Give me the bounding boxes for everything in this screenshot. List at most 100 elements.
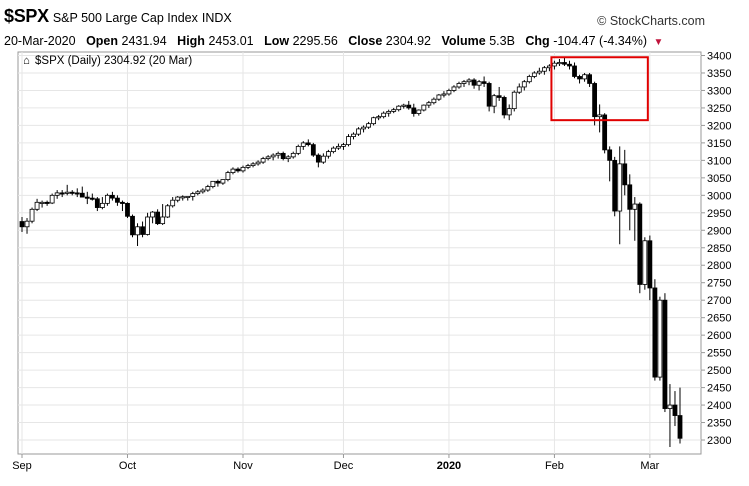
candle-down [110, 194, 115, 199]
open-label: Open [86, 34, 119, 48]
candle-down [79, 192, 85, 198]
brand-logo: © StockCharts.com [597, 14, 705, 28]
candle-down [125, 202, 130, 217]
candle-up [456, 83, 462, 88]
candle-up [195, 191, 201, 194]
candle-up [371, 117, 377, 125]
candle-up [396, 105, 402, 111]
candle-up [461, 81, 467, 84]
candle-down [612, 159, 618, 212]
candle-up [265, 156, 271, 160]
candle-up [667, 404, 673, 409]
candle-down [672, 404, 678, 416]
y-tick-label: 3250 [707, 103, 731, 115]
y-tick-label: 3350 [707, 68, 731, 80]
candle-up [466, 79, 472, 83]
high-label: High [177, 34, 205, 48]
candle-up [29, 208, 35, 222]
candle-up [145, 216, 150, 235]
candle-up [441, 93, 447, 96]
candle-up [511, 91, 517, 110]
quote-date: 20-Mar-2020 [4, 34, 76, 48]
legend: ⌂ $SPX (Daily) 2304.92 (20 Mar) [23, 55, 192, 67]
x-axis: Sep Oct Nov Dec 2020 Feb Mar [12, 454, 660, 472]
candle-up [200, 189, 206, 193]
candle-up [552, 62, 557, 67]
candle-up [170, 199, 176, 207]
plot-frame [17, 51, 702, 455]
open-value: 2431.94 [121, 34, 167, 48]
candle-up [531, 72, 537, 77]
candle-up [381, 112, 387, 118]
y-tick-label: 2400 [707, 400, 731, 412]
x-tick-label: Feb [545, 460, 564, 472]
candle-down [84, 196, 90, 199]
candle-up [526, 76, 532, 83]
candle-down [310, 144, 316, 156]
candle-up [451, 86, 457, 91]
candle-up [240, 166, 246, 172]
y-tick-label: 2800 [707, 260, 731, 272]
candle-down [622, 163, 628, 186]
y-tick-label: 2450 [707, 383, 731, 395]
candle-up [356, 128, 361, 135]
candle-up [632, 203, 638, 210]
highlight-box [550, 56, 649, 122]
y-tick-label: 3000 [707, 190, 731, 202]
candle-up [421, 104, 427, 111]
candle-down [647, 240, 653, 289]
y-tick-label: 2750 [707, 278, 731, 290]
candle-up [582, 74, 587, 80]
candle-up [245, 165, 251, 168]
low-value: 2295.56 [292, 34, 338, 48]
candle-down [572, 65, 577, 77]
candle-up [431, 98, 437, 104]
close-label: Close [348, 34, 383, 48]
chg-label: Chg [525, 34, 550, 48]
candle-up [205, 186, 211, 191]
candle-up [165, 205, 171, 218]
candle-up [361, 126, 366, 130]
candle-up [320, 155, 326, 163]
y-tick-label: 2300 [707, 435, 731, 447]
candle-up [597, 114, 603, 118]
candle-up [325, 151, 331, 157]
x-tick-label: Nov [233, 460, 253, 472]
candle-up [386, 111, 392, 114]
y-tick-label: 2600 [707, 330, 731, 342]
candle-up [331, 147, 336, 153]
y-axis: 2300 2350 2400 2450 2500 2550 2600 2650 2700 2750… [701, 50, 731, 447]
candle-down [140, 226, 145, 235]
candle-up [64, 191, 70, 194]
candle-up [295, 145, 301, 154]
candle-up [642, 240, 648, 285]
candle-down [652, 287, 658, 378]
candles [19, 57, 683, 448]
low-label: Low [264, 34, 290, 48]
candle-up [521, 81, 527, 88]
candle-up [541, 67, 547, 72]
candle-up [536, 70, 542, 74]
candle-up [220, 179, 226, 184]
candle-down [607, 149, 613, 161]
y-tick-label: 2650 [707, 313, 731, 325]
y-tick-label: 3050 [707, 173, 731, 185]
candle-down [662, 299, 668, 409]
candle-up [190, 193, 196, 197]
candle-up [376, 116, 382, 119]
candle-down [19, 221, 25, 228]
candle-up [104, 194, 110, 204]
index-name: S&P 500 Large Cap Index [52, 11, 198, 25]
candle-down [637, 203, 643, 285]
candle-up [230, 168, 236, 174]
x-tick-label: Sep [12, 460, 32, 472]
candle-down [120, 201, 125, 204]
high-value: 2453.01 [208, 34, 254, 48]
candle-down [130, 215, 135, 236]
y-tick-label: 2550 [707, 348, 731, 360]
candle-up [49, 194, 55, 204]
y-tick-label: 2900 [707, 225, 731, 237]
candle-down [235, 168, 241, 172]
candle-down [59, 192, 65, 195]
